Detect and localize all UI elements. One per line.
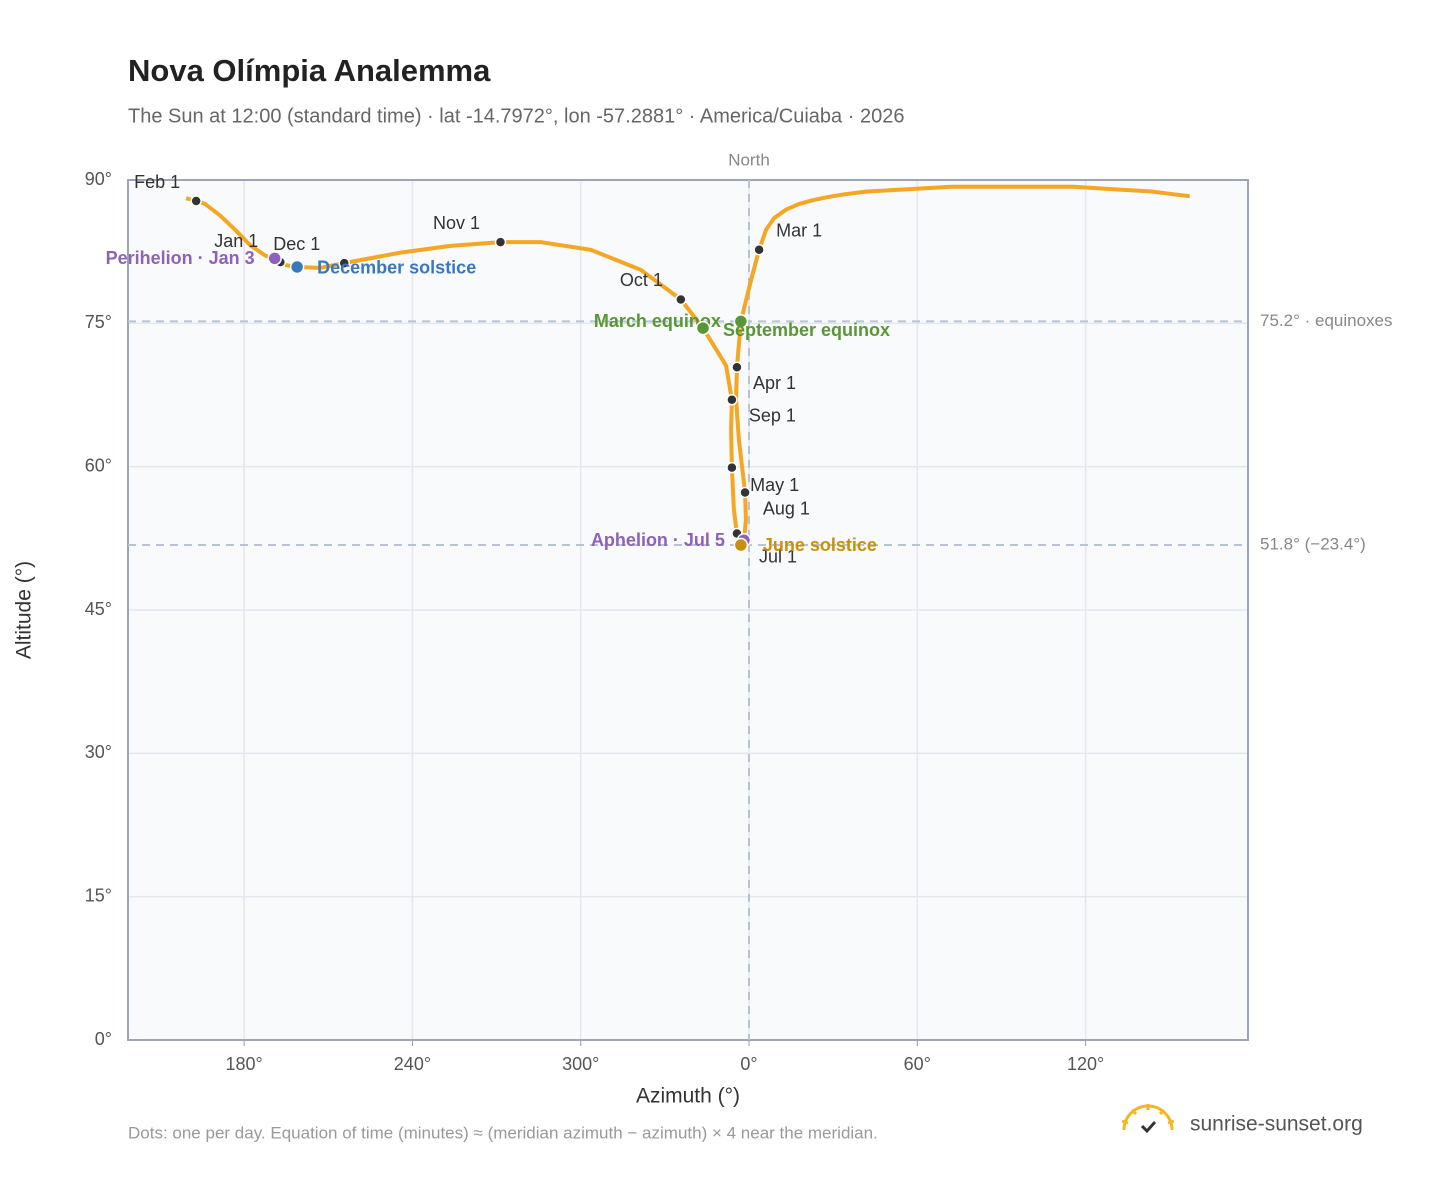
marker-label: September equinox [723,320,890,340]
marker-label: Dec 1 [273,234,320,254]
date-marker [733,537,749,553]
date-marker [289,259,305,275]
date-marker [190,195,202,207]
marker-label: Apr 1 [753,373,796,393]
date-marker [726,461,738,474]
date-marker [733,314,749,329]
marker-label: Jul 1 [759,546,797,566]
date-marker [731,361,743,374]
y-tick-label: 75° [85,312,112,332]
date-marker [739,486,751,499]
marker-label: Aug 1 [763,498,810,518]
y-tick-label: 30° [85,742,112,762]
marker-label: December solstice [317,258,476,278]
reference-label: 75.2° · equinoxes [1260,311,1393,330]
x-axis-label: Azimuth (°) [636,1085,740,1108]
marker-label: June solstice [763,535,877,555]
plot-frame [127,179,1249,1041]
marker-label: Mar 1 [776,221,822,241]
x-tick-label: 180° [226,1054,263,1074]
chart-subtitle: The Sun at 12:00 (standard time) · lat -… [128,105,904,127]
marker-label: Oct 1 [620,270,663,290]
marker-label: Jan 1 [214,231,258,251]
marker-label: Sep 1 [749,406,796,426]
date-marker [675,293,687,306]
y-tick-label: 60° [85,455,112,475]
marker-label: May 1 [750,475,799,495]
marker-label: Feb 1 [134,172,180,192]
y-tick-label: 0° [95,1029,112,1049]
x-tick-label: 60° [904,1054,931,1074]
y-axis-label: Altitude (°) [13,561,36,659]
x-tick-label: 0° [740,1054,757,1074]
footnote: Dots: one per day. Equation of time (min… [128,1123,878,1142]
x-tick-label: 240° [394,1054,431,1074]
date-marker [695,320,711,336]
x-tick-label: 120° [1067,1054,1104,1074]
y-tick-label: 15° [85,885,112,905]
marker-label: Perihelion · Jan 3 [106,248,255,268]
chart-title: Nova Olímpia Analemma [128,53,491,88]
date-marker [338,257,351,269]
date-marker [753,244,765,256]
date-marker [494,236,507,248]
x-tick-label: 300° [562,1054,599,1074]
marker-label: Nov 1 [433,213,480,233]
y-tick-label: 90° [85,169,112,189]
marker-label: Aphelion · Jul 5 [591,530,725,550]
date-marker [267,251,282,266]
y-tick-label: 45° [85,599,112,619]
brand: sunrise-sunset.org [1190,1113,1363,1136]
marker-label: March equinox [594,311,721,331]
date-marker [726,394,738,406]
reference-label: 51.8° (−23.4°) [1260,535,1366,554]
reference-label: North [728,150,770,169]
brand-logo [1121,1104,1175,1134]
